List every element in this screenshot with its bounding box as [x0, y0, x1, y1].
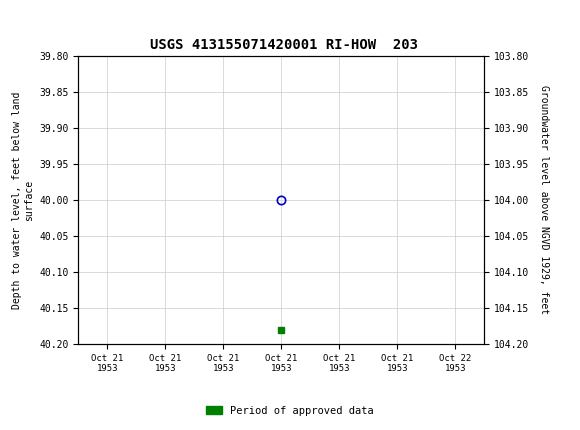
FancyBboxPatch shape	[3, 3, 78, 34]
Bar	[3, 3, 32, 34]
Text: USGS 413155071420001 RI-HOW  203: USGS 413155071420001 RI-HOW 203	[150, 38, 418, 52]
Legend: Period of approved data: Period of approved data	[202, 402, 378, 420]
Y-axis label: Groundwater level above NGVD 1929, feet: Groundwater level above NGVD 1929, feet	[539, 86, 549, 314]
Text: ▤: ▤	[3, 8, 24, 28]
Text: ≡USGS: ≡USGS	[6, 9, 77, 27]
Y-axis label: Depth to water level, feet below land
surface: Depth to water level, feet below land su…	[12, 91, 34, 309]
Text: USGS: USGS	[36, 9, 91, 27]
